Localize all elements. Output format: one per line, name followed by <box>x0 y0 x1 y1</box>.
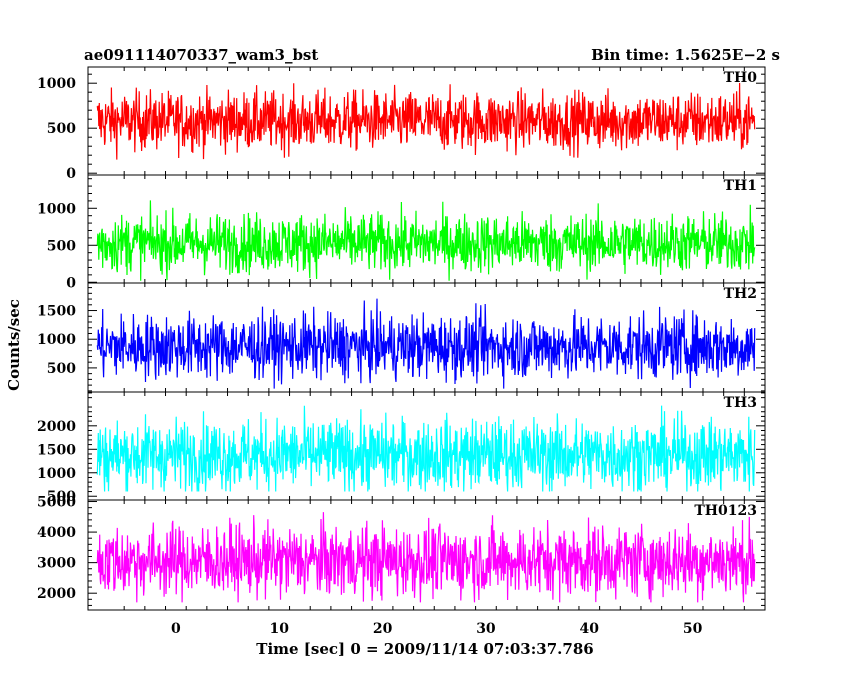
panel-frames <box>87 66 766 611</box>
x-tick-label: 40 <box>580 621 600 637</box>
x-tick-label: 50 <box>683 621 703 637</box>
panel-label-th2: TH2 <box>724 286 757 302</box>
y-tick-label: 4000 <box>37 525 76 541</box>
x-tick-label: 30 <box>476 621 496 637</box>
x-tick-label: 10 <box>269 621 289 637</box>
y-tick-label: 1500 <box>37 442 76 458</box>
y-tick-label: 1000 <box>37 332 76 348</box>
y-tick-label: 1000 <box>37 466 76 482</box>
panel-label-th0: TH0 <box>724 70 758 86</box>
y-tick-label: 500 <box>47 361 76 377</box>
y-axis-label: Counts/sec <box>5 299 23 391</box>
panel-label-th0123: TH0123 <box>694 503 757 519</box>
y-tick-label: 2000 <box>37 586 76 602</box>
light-curve-th2 <box>96 298 756 389</box>
light-curve-th0 <box>96 82 756 160</box>
bin-time-label: Bin time: 1.5625E−2 s <box>591 46 780 64</box>
panel-frame-th0123 <box>87 499 766 611</box>
light-curve-th0123 <box>96 512 756 603</box>
axis-ticks <box>88 67 766 610</box>
panel-labels: TH0 TH1 TH2 TH3 TH0123 <box>694 70 757 519</box>
light-curves <box>96 82 756 603</box>
y-tick-label: 1000 <box>37 76 76 92</box>
y-tick-label: 0 <box>66 166 76 182</box>
y-tick-label: 1500 <box>37 304 76 320</box>
y-tick-label: 1000 <box>37 201 76 217</box>
panel-label-th1: TH1 <box>724 178 757 194</box>
tick-labels: 0500100005001000500100015005001000150020… <box>37 76 703 637</box>
y-tick-label: 500 <box>47 238 76 254</box>
chart-title: ae091114070337_wam3_bst <box>84 46 318 64</box>
y-tick-label: 5000 <box>37 495 76 511</box>
x-axis-label: Time [sec] 0 = 2009/11/14 07:03:37.786 <box>256 640 593 658</box>
light-curve-th3 <box>96 405 756 492</box>
y-tick-label: 500 <box>47 121 76 137</box>
x-tick-label: 20 <box>373 621 393 637</box>
y-tick-label: 500 <box>47 489 76 505</box>
y-tick-label: 0 <box>66 275 76 291</box>
x-tick-label: 0 <box>171 621 181 637</box>
y-tick-label: 3000 <box>37 556 76 572</box>
y-tick-label: 2000 <box>37 419 76 435</box>
panel-label-th3: TH3 <box>724 395 757 411</box>
light-curve-th1 <box>96 200 756 281</box>
